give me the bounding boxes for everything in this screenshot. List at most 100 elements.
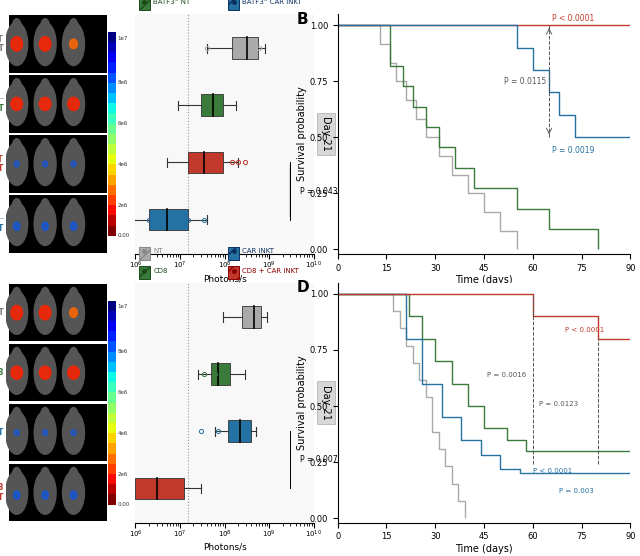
FancyBboxPatch shape <box>139 0 150 11</box>
Ellipse shape <box>69 79 78 96</box>
Ellipse shape <box>12 348 21 364</box>
FancyBboxPatch shape <box>9 284 107 341</box>
FancyBboxPatch shape <box>9 344 107 401</box>
Text: BATF3⁻ CAR iNKT: BATF3⁻ CAR iNKT <box>243 0 302 5</box>
Ellipse shape <box>40 287 50 304</box>
Text: D: D <box>297 280 309 295</box>
FancyBboxPatch shape <box>108 464 116 474</box>
FancyBboxPatch shape <box>108 32 116 42</box>
FancyBboxPatch shape <box>9 404 107 461</box>
Ellipse shape <box>40 198 50 216</box>
FancyBboxPatch shape <box>108 494 116 505</box>
FancyBboxPatch shape <box>108 484 116 494</box>
Ellipse shape <box>12 468 21 484</box>
Ellipse shape <box>6 82 28 126</box>
FancyBboxPatch shape <box>108 321 116 331</box>
Ellipse shape <box>63 291 84 334</box>
Bar <box>136 478 184 499</box>
Text: P < 0.0001: P < 0.0001 <box>533 468 572 474</box>
Text: NT: NT <box>0 308 4 317</box>
FancyBboxPatch shape <box>9 135 107 193</box>
Ellipse shape <box>63 411 84 454</box>
Ellipse shape <box>6 291 28 334</box>
FancyBboxPatch shape <box>108 226 116 236</box>
FancyBboxPatch shape <box>108 454 116 464</box>
Ellipse shape <box>69 348 78 364</box>
Text: 0.00: 0.00 <box>117 502 130 507</box>
X-axis label: Photons/s: Photons/s <box>203 274 246 283</box>
Ellipse shape <box>11 366 22 379</box>
Bar <box>232 37 257 59</box>
Text: 8e6: 8e6 <box>117 349 128 354</box>
Ellipse shape <box>39 305 51 320</box>
FancyBboxPatch shape <box>108 372 116 383</box>
Ellipse shape <box>12 198 21 216</box>
FancyBboxPatch shape <box>108 423 116 433</box>
Ellipse shape <box>70 39 77 49</box>
Text: 6e6: 6e6 <box>117 121 128 126</box>
Ellipse shape <box>69 138 78 156</box>
Ellipse shape <box>6 351 28 394</box>
Text: WT
CAR iNKT: WT CAR iNKT <box>0 155 4 173</box>
FancyBboxPatch shape <box>108 62 116 73</box>
Ellipse shape <box>12 19 21 36</box>
Ellipse shape <box>6 471 28 514</box>
Legend: WT NT (n = 12), WT CAR iNKT (n = 10), BATF3⁻ NT (n = 11), BATF3⁻ CAR iNKT (n = 1: WT NT (n = 12), WT CAR iNKT (n = 10), BA… <box>341 305 529 322</box>
Text: 4e6: 4e6 <box>117 162 128 167</box>
Ellipse shape <box>63 82 84 126</box>
FancyBboxPatch shape <box>108 42 116 52</box>
Text: BATF3⁻
NT: BATF3⁻ NT <box>0 95 4 113</box>
FancyBboxPatch shape <box>108 144 116 154</box>
Ellipse shape <box>6 142 28 186</box>
Ellipse shape <box>14 161 19 167</box>
Ellipse shape <box>69 19 78 36</box>
Text: 6e6: 6e6 <box>117 390 128 395</box>
Ellipse shape <box>68 366 79 379</box>
Ellipse shape <box>63 351 84 394</box>
Ellipse shape <box>63 22 84 66</box>
Ellipse shape <box>12 408 21 424</box>
FancyBboxPatch shape <box>108 403 116 413</box>
FancyBboxPatch shape <box>108 311 116 321</box>
Bar <box>188 152 223 173</box>
Ellipse shape <box>11 305 22 320</box>
X-axis label: Time (days): Time (days) <box>455 544 513 554</box>
Text: 8e6: 8e6 <box>117 81 128 86</box>
FancyBboxPatch shape <box>108 383 116 393</box>
Text: P < 0.0001: P < 0.0001 <box>565 327 605 332</box>
Ellipse shape <box>14 430 19 436</box>
Text: 1e7: 1e7 <box>117 36 128 41</box>
X-axis label: Photons/s: Photons/s <box>203 543 246 552</box>
Y-axis label: Survival probability: Survival probability <box>297 355 307 450</box>
Text: CD8: CD8 <box>154 267 168 274</box>
Ellipse shape <box>40 19 50 36</box>
FancyBboxPatch shape <box>139 266 150 279</box>
Ellipse shape <box>68 97 79 111</box>
FancyBboxPatch shape <box>108 165 116 175</box>
Ellipse shape <box>6 411 28 454</box>
Ellipse shape <box>34 471 56 514</box>
FancyBboxPatch shape <box>108 154 116 165</box>
FancyBboxPatch shape <box>9 15 107 73</box>
Text: 1e7: 1e7 <box>117 304 128 309</box>
Bar <box>202 95 223 116</box>
FancyBboxPatch shape <box>108 52 116 62</box>
FancyBboxPatch shape <box>228 247 239 260</box>
Y-axis label: Survival probability: Survival probability <box>297 87 307 181</box>
Text: CD8 + CAR iNKT: CD8 + CAR iNKT <box>243 267 300 274</box>
Text: CAR iNKT: CAR iNKT <box>0 428 4 437</box>
FancyBboxPatch shape <box>108 413 116 423</box>
Text: P = 0.0123: P = 0.0123 <box>540 401 579 407</box>
Bar <box>243 306 261 328</box>
FancyBboxPatch shape <box>108 341 116 351</box>
Ellipse shape <box>63 142 84 186</box>
Ellipse shape <box>42 430 48 436</box>
FancyBboxPatch shape <box>9 75 107 133</box>
Ellipse shape <box>11 97 22 111</box>
FancyBboxPatch shape <box>9 464 107 522</box>
Ellipse shape <box>11 37 22 51</box>
Ellipse shape <box>69 287 78 304</box>
Ellipse shape <box>63 202 84 245</box>
Ellipse shape <box>70 308 77 317</box>
FancyBboxPatch shape <box>108 351 116 362</box>
